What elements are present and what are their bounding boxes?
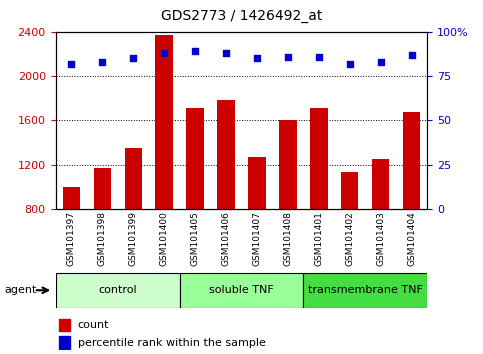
Bar — [59, 319, 71, 331]
Text: control: control — [98, 285, 137, 295]
Bar — [372, 159, 389, 297]
Point — [160, 50, 168, 56]
Bar — [180, 273, 303, 308]
Bar — [311, 108, 327, 297]
Point — [222, 50, 230, 56]
Text: GSM101407: GSM101407 — [253, 211, 261, 266]
Text: GSM101399: GSM101399 — [128, 211, 138, 266]
Bar — [59, 336, 71, 349]
Text: transmembrane TNF: transmembrane TNF — [308, 285, 423, 295]
Bar — [156, 35, 172, 297]
Point — [253, 56, 261, 61]
Bar — [94, 168, 111, 297]
Bar — [341, 172, 358, 297]
Text: GDS2773 / 1426492_at: GDS2773 / 1426492_at — [161, 9, 322, 23]
Bar — [217, 101, 235, 297]
Text: GSM101406: GSM101406 — [222, 211, 230, 266]
Point — [191, 48, 199, 54]
Bar — [125, 148, 142, 297]
Text: GSM101401: GSM101401 — [314, 211, 324, 266]
Point — [346, 61, 354, 67]
Text: agent: agent — [5, 285, 37, 295]
Point — [377, 59, 385, 65]
Bar — [303, 273, 427, 308]
Bar — [56, 273, 180, 308]
Point — [129, 56, 137, 61]
Point — [408, 52, 416, 58]
Text: GSM101397: GSM101397 — [67, 211, 75, 266]
Text: GSM101408: GSM101408 — [284, 211, 293, 266]
Text: GSM101400: GSM101400 — [159, 211, 169, 266]
Point — [67, 61, 75, 67]
Bar — [62, 187, 80, 297]
Bar — [280, 120, 297, 297]
Text: GSM101402: GSM101402 — [345, 211, 355, 266]
Text: GSM101405: GSM101405 — [190, 211, 199, 266]
Point — [315, 54, 323, 59]
Text: GSM101403: GSM101403 — [376, 211, 385, 266]
Point — [284, 54, 292, 59]
Text: GSM101404: GSM101404 — [408, 211, 416, 266]
Text: count: count — [78, 320, 109, 330]
Bar — [186, 108, 203, 297]
Bar — [403, 112, 421, 297]
Point — [98, 59, 106, 65]
Text: GSM101398: GSM101398 — [98, 211, 107, 266]
Bar — [248, 157, 266, 297]
Text: percentile rank within the sample: percentile rank within the sample — [78, 338, 266, 348]
Text: soluble TNF: soluble TNF — [209, 285, 274, 295]
